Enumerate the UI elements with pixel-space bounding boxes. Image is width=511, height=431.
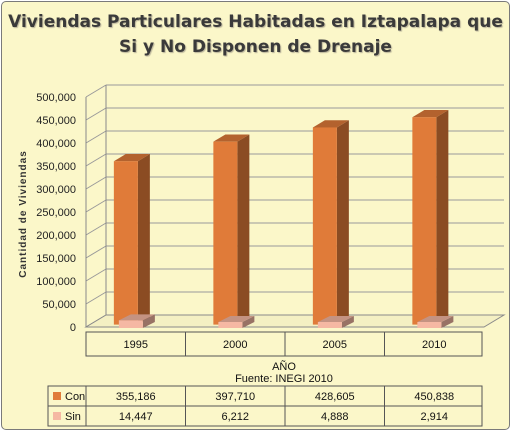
bar-front	[412, 117, 437, 325]
chart-floor	[84, 314, 506, 328]
bar-con-2005	[312, 120, 349, 325]
x-tick-label: 2000	[223, 339, 247, 351]
bar-sin-1995	[118, 314, 155, 328]
data-label-sin: 4,888	[321, 411, 349, 423]
table-row-sin	[47, 405, 483, 427]
bar-con-2010	[412, 110, 449, 325]
gridline-side	[85, 291, 107, 305]
bar-top	[312, 120, 349, 128]
legend-swatch-sin	[53, 412, 61, 420]
gridline-side	[85, 130, 107, 144]
bar-front	[118, 320, 143, 328]
gridline-side	[85, 245, 107, 259]
gridline-side	[85, 107, 107, 121]
x-axis-title: AÑO	[272, 360, 296, 373]
bar-front	[213, 141, 238, 325]
bar-sin-2010	[417, 316, 454, 328]
y-tick-label: 50,000	[42, 299, 76, 311]
bar-side	[137, 154, 150, 325]
bar-front	[218, 322, 243, 328]
x-tick-label: 2010	[422, 339, 446, 351]
bar-side	[142, 314, 155, 328]
data-label-sin: 14,447	[119, 411, 153, 423]
source-note: Fuente: INEGI 2010	[235, 373, 333, 385]
data-label-con: 450,838	[414, 391, 454, 403]
bar-con-2000	[213, 134, 250, 325]
bar-con-1995	[113, 154, 150, 325]
data-label-sin: 2,914	[420, 411, 448, 423]
bar-side	[441, 316, 454, 328]
data-label-con: 355,186	[116, 391, 156, 403]
y-tick-label: 500,000	[36, 92, 76, 104]
bar-front	[113, 161, 138, 325]
x-tick-label: 1995	[124, 339, 148, 351]
gridline-side	[85, 268, 107, 282]
gridline-side	[85, 222, 107, 236]
y-tick-label: 350,000	[36, 161, 76, 173]
bars	[113, 110, 454, 328]
bar-sin-2000	[218, 316, 255, 328]
y-axis-title: Cantidad de Viviendas	[18, 150, 29, 278]
bar-top	[218, 316, 255, 322]
y-tick-label: 300,000	[36, 184, 76, 196]
data-label-sin: 6,212	[221, 411, 249, 423]
legend-label-sin: Sin	[65, 411, 81, 423]
table-header-row	[85, 331, 483, 357]
bar-side	[237, 134, 250, 325]
x-tick-label: 2005	[323, 339, 347, 351]
bar-top	[412, 110, 449, 118]
bar-side	[242, 316, 255, 328]
gridline-side	[85, 199, 107, 213]
bar-top	[317, 316, 354, 322]
y-tick-label: 0	[70, 322, 76, 334]
y-tick-label: 250,000	[36, 207, 76, 219]
bar-top	[118, 314, 155, 321]
y-tick-label: 450,000	[36, 115, 76, 127]
y-axis: 0 50,000 100,000 150,000 200,000 250,000 300,0…	[18, 92, 76, 334]
bar-top	[213, 134, 250, 142]
y-tick-label: 400,000	[36, 138, 76, 150]
bar-side	[436, 110, 449, 325]
bar-side	[336, 120, 349, 325]
chart-title-line-1: Viviendas Particulares Habitadas en Izta…	[8, 12, 503, 32]
bar-top	[113, 154, 150, 162]
bar-front	[317, 322, 342, 328]
y-tick-label: 150,000	[36, 253, 76, 265]
bar-front	[417, 322, 442, 328]
chart-title-line-2: Si y No Disponen de Drenaje	[119, 37, 392, 57]
gridline-side	[85, 153, 107, 167]
gridline-side	[85, 176, 107, 190]
data-label-con: 428,605	[315, 391, 355, 403]
gridline-side	[85, 84, 107, 98]
bar-sin-2005	[317, 316, 354, 328]
bar-front	[312, 127, 337, 325]
bar-top	[417, 316, 454, 322]
data-label-con: 397,710	[215, 391, 255, 403]
bar-side	[341, 316, 354, 328]
chart-title: Viviendas Particulares Habitadas en Izta…	[2, 10, 509, 60]
legend-swatch-con	[53, 392, 61, 400]
legend-label-con: Con	[65, 391, 85, 403]
y-tick-label: 100,000	[36, 276, 76, 288]
y-tick-label: 200,000	[36, 230, 76, 242]
